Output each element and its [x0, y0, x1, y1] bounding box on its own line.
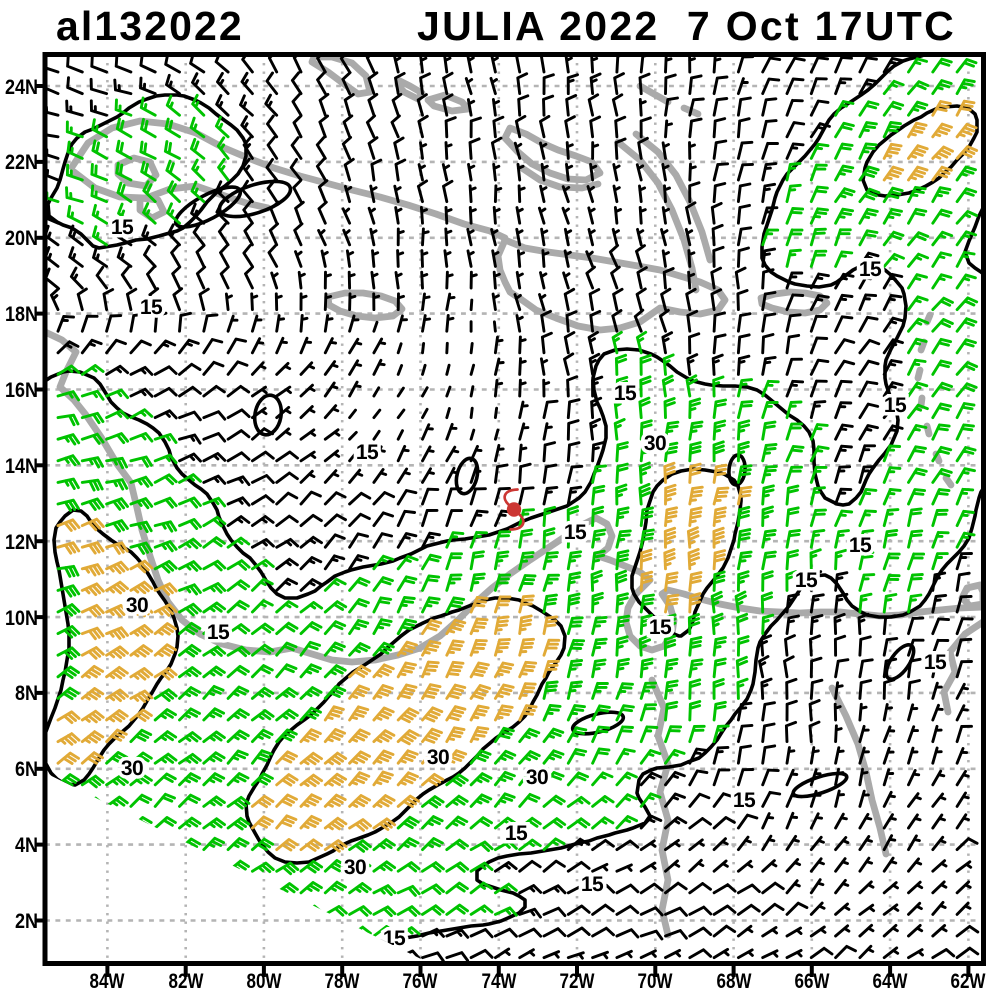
- svg-text:74W: 74W: [482, 970, 517, 989]
- svg-text:15: 15: [505, 822, 528, 845]
- svg-text:84W: 84W: [90, 970, 125, 989]
- svg-text:66W: 66W: [795, 970, 830, 989]
- svg-text:70W: 70W: [638, 970, 673, 989]
- svg-text:20N: 20N: [5, 227, 38, 250]
- svg-text:15: 15: [564, 521, 587, 544]
- svg-text:14N: 14N: [5, 455, 38, 478]
- svg-text:30: 30: [126, 594, 148, 617]
- svg-text:15: 15: [111, 216, 134, 239]
- svg-text:16N: 16N: [5, 379, 38, 402]
- svg-text:62W: 62W: [951, 970, 986, 989]
- svg-text:15: 15: [733, 789, 756, 812]
- svg-text:64W: 64W: [873, 970, 908, 989]
- svg-text:30: 30: [121, 757, 143, 780]
- svg-text:JULIA 2022 7 Oct 17UTC: JULIA 2022 7 Oct 17UTC: [417, 3, 956, 49]
- svg-text:30: 30: [344, 856, 366, 879]
- svg-text:15: 15: [649, 616, 672, 639]
- svg-text:72W: 72W: [560, 970, 595, 989]
- svg-text:15: 15: [884, 394, 907, 417]
- svg-text:30: 30: [427, 746, 449, 769]
- svg-text:12N: 12N: [5, 531, 38, 554]
- svg-text:80W: 80W: [247, 970, 282, 989]
- svg-text:6N: 6N: [15, 758, 38, 781]
- svg-text:82W: 82W: [169, 970, 204, 989]
- svg-text:15: 15: [356, 441, 379, 464]
- svg-text:15: 15: [614, 382, 637, 405]
- svg-text:15: 15: [140, 296, 163, 319]
- svg-text:15: 15: [859, 258, 882, 281]
- svg-text:15: 15: [581, 873, 604, 896]
- svg-text:22N: 22N: [5, 151, 38, 174]
- svg-text:8N: 8N: [15, 682, 38, 705]
- svg-text:18N: 18N: [5, 303, 38, 326]
- svg-text:2N: 2N: [15, 910, 38, 933]
- svg-text:68W: 68W: [717, 970, 752, 989]
- svg-text:78W: 78W: [325, 970, 360, 989]
- svg-text:15: 15: [207, 621, 230, 644]
- svg-text:76W: 76W: [403, 970, 438, 989]
- svg-text:15: 15: [924, 651, 947, 674]
- svg-text:al132022: al132022: [56, 3, 244, 49]
- svg-text:30: 30: [526, 766, 548, 789]
- svg-text:15: 15: [849, 534, 872, 557]
- svg-text:24N: 24N: [5, 76, 38, 99]
- svg-text:10N: 10N: [5, 607, 38, 630]
- svg-text:4N: 4N: [15, 834, 38, 857]
- svg-text:30: 30: [644, 432, 666, 455]
- svg-text:15: 15: [795, 569, 818, 592]
